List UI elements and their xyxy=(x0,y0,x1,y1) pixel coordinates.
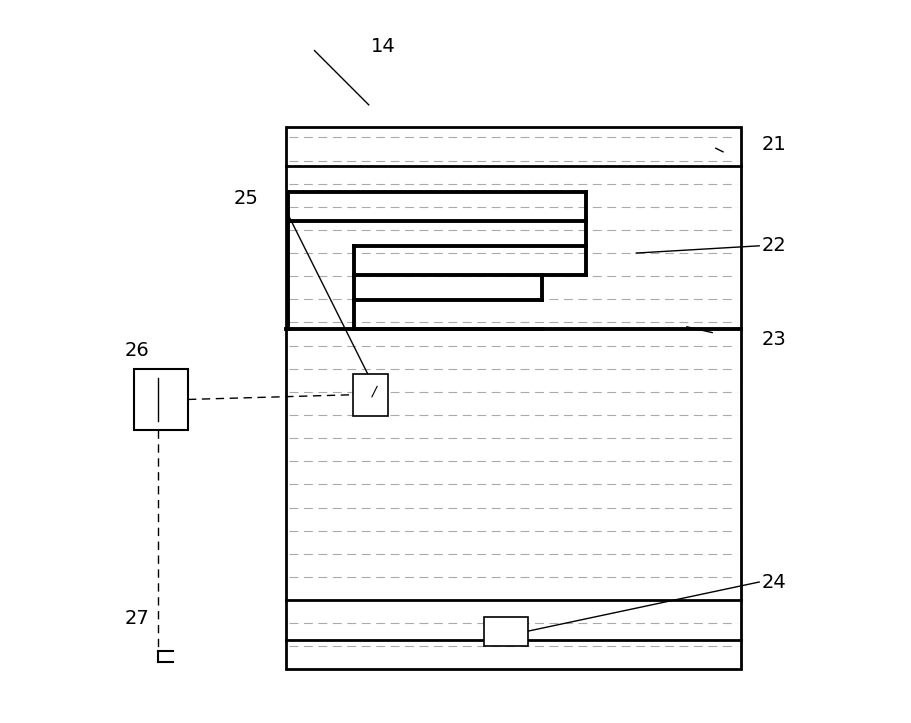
Text: 25: 25 xyxy=(233,189,258,208)
Bar xyxy=(285,127,741,669)
Bar xyxy=(134,369,188,430)
Text: 14: 14 xyxy=(371,38,395,56)
Text: 21: 21 xyxy=(762,135,786,154)
Bar xyxy=(353,374,387,416)
Text: 23: 23 xyxy=(762,330,786,349)
Text: 22: 22 xyxy=(762,236,786,255)
Text: 24: 24 xyxy=(762,573,786,591)
Bar xyxy=(485,617,527,646)
Text: 27: 27 xyxy=(125,609,149,628)
Text: 26: 26 xyxy=(125,341,149,360)
